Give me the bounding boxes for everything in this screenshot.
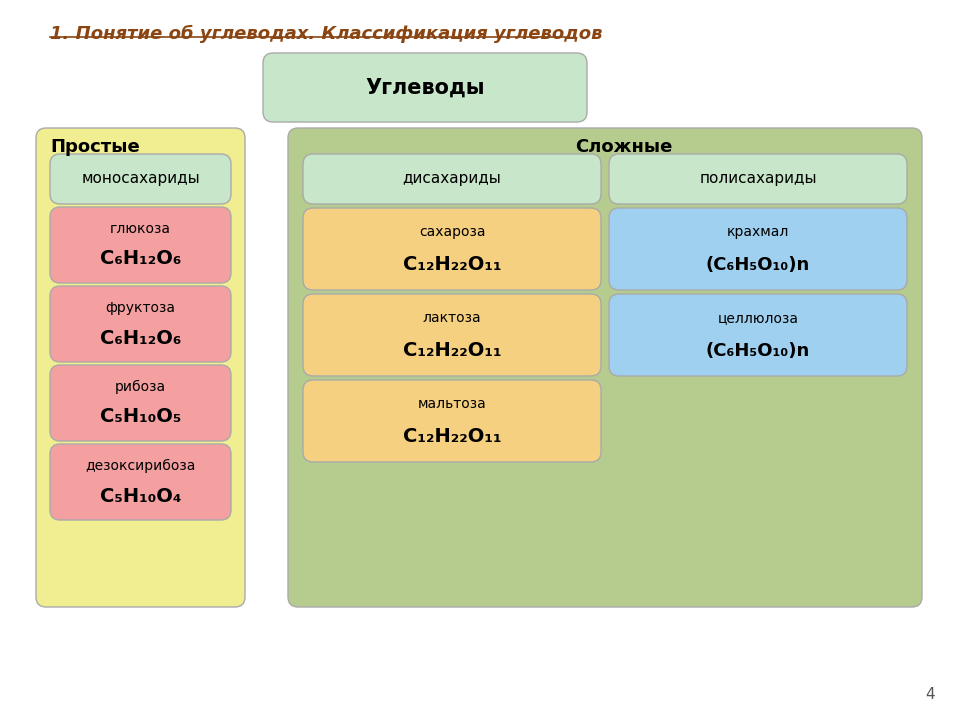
Text: C₁₂H₂₂O₁₁: C₁₂H₂₂O₁₁ <box>402 341 501 361</box>
Text: C₅H₁₀O₅: C₅H₁₀O₅ <box>100 408 181 426</box>
Text: 4: 4 <box>925 687 935 702</box>
FancyBboxPatch shape <box>609 294 907 376</box>
Text: мальтоза: мальтоза <box>418 397 487 411</box>
Text: C₆H₁₂O₆: C₆H₁₂O₆ <box>100 250 181 269</box>
FancyBboxPatch shape <box>50 207 231 283</box>
Text: Простые: Простые <box>50 138 140 156</box>
Text: дезоксирибоза: дезоксирибоза <box>85 459 196 473</box>
FancyBboxPatch shape <box>303 380 601 462</box>
Text: 1. Понятие об углеводах. Классификация углеводов: 1. Понятие об углеводах. Классификация у… <box>50 25 603 43</box>
Text: (C₆H₅O₁₀)n: (C₆H₅O₁₀)n <box>706 256 810 274</box>
FancyBboxPatch shape <box>263 53 587 122</box>
FancyBboxPatch shape <box>609 208 907 290</box>
Text: глюкоза: глюкоза <box>110 222 171 236</box>
Text: лактоза: лактоза <box>422 311 481 325</box>
Text: крахмал: крахмал <box>727 225 789 239</box>
Text: (C₆H₅O₁₀)n: (C₆H₅O₁₀)n <box>706 342 810 360</box>
Text: сахароза: сахароза <box>419 225 485 239</box>
FancyBboxPatch shape <box>288 128 922 607</box>
FancyBboxPatch shape <box>50 154 231 204</box>
FancyBboxPatch shape <box>303 208 601 290</box>
Text: C₆H₁₂O₆: C₆H₁₂O₆ <box>100 328 181 348</box>
FancyBboxPatch shape <box>50 286 231 362</box>
FancyBboxPatch shape <box>609 154 907 204</box>
Text: фруктоза: фруктоза <box>106 301 176 315</box>
FancyBboxPatch shape <box>303 154 601 204</box>
Text: C₅H₁₀O₄: C₅H₁₀O₄ <box>100 487 181 505</box>
FancyBboxPatch shape <box>36 128 245 607</box>
Text: Сложные: Сложные <box>575 138 672 156</box>
FancyBboxPatch shape <box>50 365 231 441</box>
Text: целлюлоза: целлюлоза <box>717 311 799 325</box>
Text: C₁₂H₂₂O₁₁: C₁₂H₂₂O₁₁ <box>402 256 501 274</box>
Text: Углеводы: Углеводы <box>365 78 485 97</box>
FancyBboxPatch shape <box>303 294 601 376</box>
Text: C₁₂H₂₂O₁₁: C₁₂H₂₂O₁₁ <box>402 428 501 446</box>
Text: полисахариды: полисахариды <box>699 171 817 186</box>
Text: моносахариды: моносахариды <box>82 171 200 186</box>
Text: дисахариды: дисахариды <box>402 171 501 186</box>
Text: рибоза: рибоза <box>115 380 166 394</box>
FancyBboxPatch shape <box>50 444 231 520</box>
